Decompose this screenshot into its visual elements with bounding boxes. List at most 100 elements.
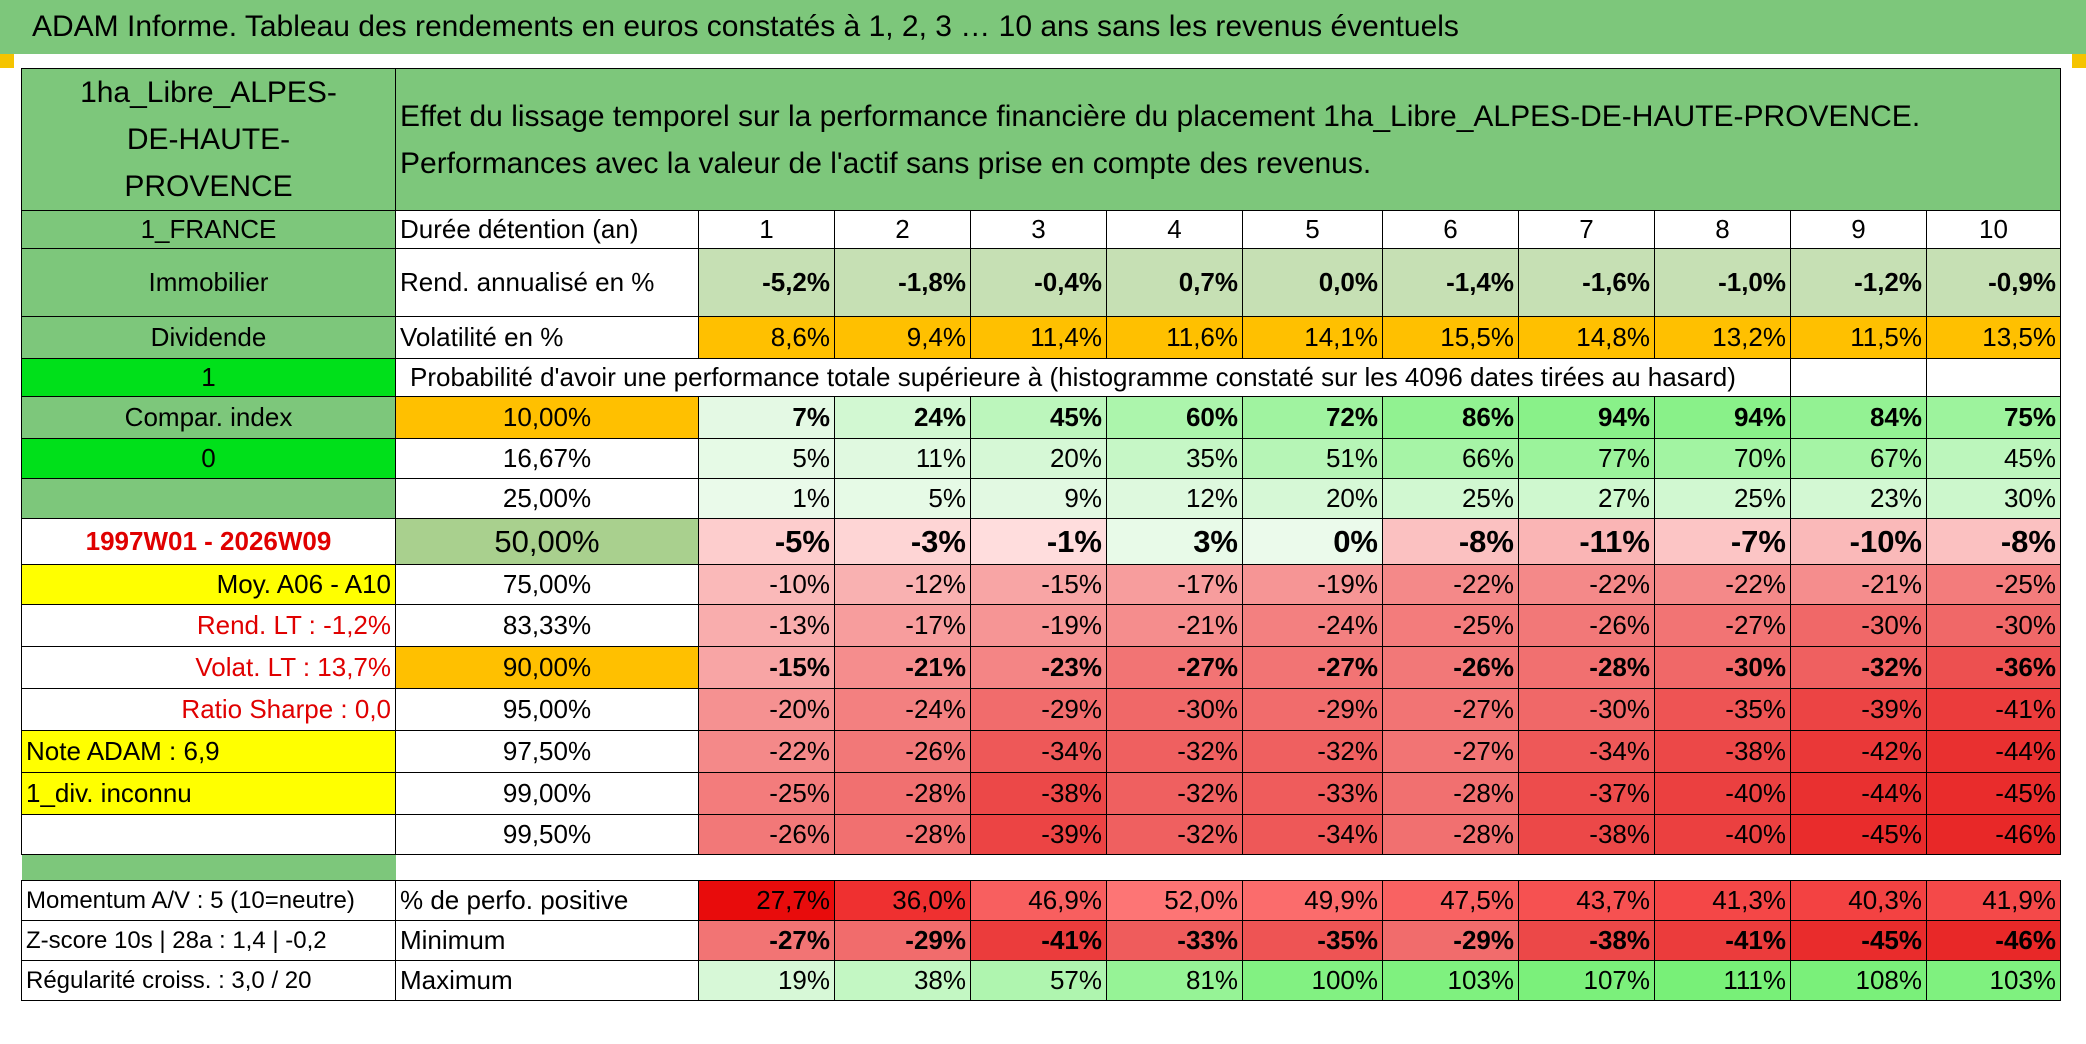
quantile-value: -21% — [1790, 564, 1927, 605]
quantile-value: -8% — [1926, 518, 2061, 565]
quantile-value: 0% — [1242, 518, 1383, 565]
flag-zero: 0 — [21, 438, 396, 479]
quantile-value: 30% — [1926, 478, 2061, 519]
asset-name: 1ha_Libre_ALPES-DE-HAUTE-PROVENCE — [21, 68, 396, 211]
quantile-value: -32% — [1242, 730, 1383, 773]
year-header: 8 — [1654, 210, 1791, 249]
quantile-value: 94% — [1654, 396, 1791, 439]
spacer — [396, 855, 699, 881]
spacer — [1107, 855, 1243, 881]
quantile-label: 50,00% — [395, 518, 699, 565]
momentum-label: Momentum A/V : 5 (10=neutre) — [21, 880, 396, 921]
year-header: 6 — [1382, 210, 1519, 249]
quantile-value: -22% — [1654, 564, 1791, 605]
year-header: 5 — [1242, 210, 1383, 249]
quantile-value: -10% — [698, 564, 835, 605]
quantile-value: -46% — [1926, 814, 2061, 855]
volatility-value: 8,6% — [698, 316, 835, 359]
quantile-label: 25,00% — [395, 478, 699, 519]
quantile-value: -10% — [1790, 518, 1927, 565]
volatility-value: 13,5% — [1926, 316, 2061, 359]
quantile-value: 75% — [1926, 396, 2061, 439]
quantile-value: 35% — [1106, 438, 1243, 479]
quantile-value: 70% — [1654, 438, 1791, 479]
quantile-value: -45% — [1926, 772, 2061, 815]
quantile-value: -13% — [698, 604, 835, 647]
quantile-value: -45% — [1790, 814, 1927, 855]
maximum-value: 19% — [698, 960, 835, 1001]
quantile-value: -8% — [1382, 518, 1519, 565]
volatility-value: 11,5% — [1790, 316, 1927, 359]
country-label: 1_FRANCE — [21, 210, 396, 249]
quantile-value: 12% — [1106, 478, 1243, 519]
quantile-label: 10,00% — [395, 396, 699, 439]
minimum-value: -38% — [1518, 920, 1655, 961]
quantile-value: -32% — [1106, 814, 1243, 855]
quantile-value: -36% — [1926, 646, 2061, 689]
zscore-label: Z-score 10s | 28a : 1,4 | -0,2 — [21, 920, 396, 961]
sharpe-ratio: Ratio Sharpe : 0,0 — [21, 688, 396, 731]
spacer — [1243, 855, 1383, 881]
quantile-value: 3% — [1106, 518, 1243, 565]
year-header: 3 — [970, 210, 1107, 249]
quantile-value: 72% — [1242, 396, 1383, 439]
spacer — [835, 855, 971, 881]
quantile-value: 77% — [1518, 438, 1655, 479]
quantile-value: 23% — [1790, 478, 1927, 519]
spacer — [971, 855, 1107, 881]
quantile-value: -27% — [1382, 730, 1519, 773]
positive-pct: 41,3% — [1654, 880, 1791, 921]
maximum-value: 103% — [1926, 960, 2061, 1001]
minimum-value: -45% — [1790, 920, 1927, 961]
empty-cell — [21, 814, 396, 855]
volatility-value: 11,4% — [970, 316, 1107, 359]
minimum-label: Minimum — [395, 920, 699, 961]
quantile-value: -40% — [1654, 772, 1791, 815]
quantile-value: -40% — [1654, 814, 1791, 855]
dividend-info: 1_div. inconnu — [21, 772, 396, 815]
volatility-label: Volatilité en % — [395, 316, 699, 359]
corner-marker-right — [2072, 54, 2086, 68]
quantile-label: 16,67% — [395, 438, 699, 479]
quantile-value: -23% — [970, 646, 1107, 689]
quantile-value: 5% — [834, 478, 971, 519]
quantile-value: 9% — [970, 478, 1107, 519]
minimum-value: -29% — [1382, 920, 1519, 961]
quantile-value: -24% — [834, 688, 971, 731]
maximum-value: 57% — [970, 960, 1107, 1001]
quantile-value: -34% — [1242, 814, 1383, 855]
quantile-value: -27% — [1654, 604, 1791, 647]
quantile-value: -41% — [1926, 688, 2061, 731]
quantile-value: -28% — [1382, 814, 1519, 855]
minimum-value: -35% — [1242, 920, 1383, 961]
spacer — [1519, 855, 1655, 881]
positive-pct: 43,7% — [1518, 880, 1655, 921]
quantile-label: 75,00% — [395, 564, 699, 605]
quantile-value: -22% — [698, 730, 835, 773]
quantile-value: -38% — [1654, 730, 1791, 773]
quantile-value: 20% — [970, 438, 1107, 479]
quantile-value: -38% — [970, 772, 1107, 815]
positive-label: % de perfo. positive — [395, 880, 699, 921]
quantile-value: -12% — [834, 564, 971, 605]
quantile-value: 5% — [698, 438, 835, 479]
quantile-value: -44% — [1790, 772, 1927, 815]
maximum-label: Maximum — [395, 960, 699, 1001]
positive-pct: 27,7% — [698, 880, 835, 921]
quantile-value: -32% — [1790, 646, 1927, 689]
quantile-value: -27% — [1242, 646, 1383, 689]
quantile-value: -27% — [1382, 688, 1519, 731]
minimum-value: -29% — [834, 920, 971, 961]
annualized-return: -1,4% — [1382, 248, 1519, 317]
probability-caption: Probabilité d'avoir une performance tota… — [395, 358, 1791, 397]
quantile-value: -15% — [970, 564, 1107, 605]
quantile-value: -1% — [970, 518, 1107, 565]
empty-cell — [21, 478, 396, 519]
positive-pct: 40,3% — [1790, 880, 1927, 921]
spacer — [1383, 855, 1519, 881]
quantile-value: -32% — [1106, 730, 1243, 773]
quantile-value: -44% — [1926, 730, 2061, 773]
quantile-label: 95,00% — [395, 688, 699, 731]
quantile-value: -30% — [1106, 688, 1243, 731]
quantile-value: -24% — [1242, 604, 1383, 647]
